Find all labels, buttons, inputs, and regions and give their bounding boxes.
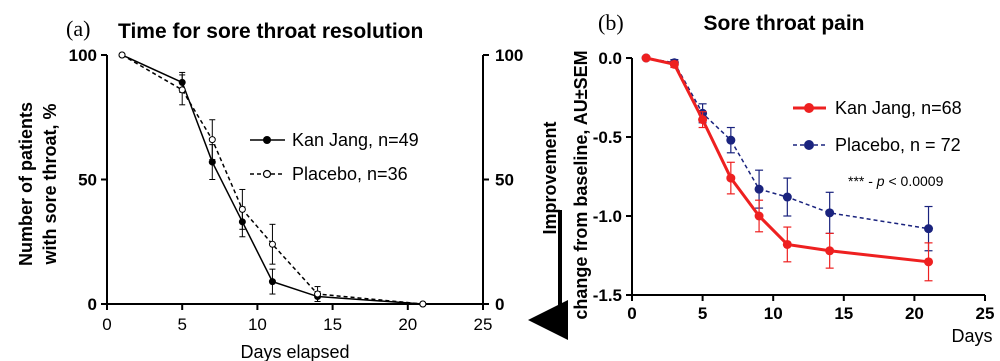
placebo-point-a [118,51,126,59]
kanjang-point-b [825,246,835,256]
panel-a-y-tick-label: 50 [78,171,97,190]
panel-b-x-tick-label: 5 [698,304,707,323]
panel-a-x-tick-label: 15 [323,315,342,334]
panel-b-letter: (b) [598,10,624,35]
panel-a-right-y-tick-label: 50 [495,171,514,190]
placebo-point-a [268,240,276,248]
legend-b-placebo-marker [804,140,814,150]
panel-b-x-label: Days [951,326,992,346]
panel-a-right-y-tick-label: 0 [495,295,504,314]
panel-a-y-tick-label: 100 [69,46,97,65]
legend-a-placebo-label: Placebo, n=36 [292,164,408,184]
placebo-point-a [419,300,427,308]
panel-a-x-tick-label: 20 [398,315,417,334]
kanjang-point-b [726,173,736,183]
panel-a-y-label-line2: with sore throat, % [40,103,60,265]
panel-b-x-tick-label: 0 [627,304,636,323]
kanjang-point-b [669,59,679,69]
panel-a-x-tick-label: 25 [474,315,493,334]
panel-a-right-y-tick-label: 100 [495,46,523,65]
placebo-point-a [314,290,322,298]
placebo-point-b [825,208,835,218]
panel-a-y-tick-label: 0 [88,295,97,314]
placebo-point-a [208,136,216,144]
panel-b-y-tick-label: -1.0 [593,207,622,226]
panel-b-y-label-line1: Improvement [540,121,560,234]
kanjang-point-b [698,115,708,125]
kanjang-point-a [208,158,216,166]
panel-a-x-label: Days elapsed [240,342,349,361]
placebo-point-b [754,184,764,194]
placebo-point-a [238,205,246,213]
panel-a-x-tick-label: 5 [177,315,186,334]
kanjang-line-b [645,56,929,264]
legend-a-kanjang-marker [263,136,271,144]
panel-b-x-tick-label: 10 [764,304,783,323]
panel-a-title: Time for sore throat resolution [118,20,423,43]
kanjang-point-b [924,257,934,267]
placebo-point-b [726,135,736,145]
panel-a: (a) Time for sore throat resolution 0 5 10… [16,16,523,361]
panel-b-y-label-line2: change from baseline, AU±SEM [571,50,591,319]
placebo-point-a [178,86,186,94]
panel-b-y-tick-label: -0.5 [593,128,622,147]
panel-b: (b) Sore throat pain 0 5 10 15 20 25 0.0 -0.5 -1… [528,10,995,346]
panel-b-x-tick-label: 15 [834,304,853,323]
panel-b-x-tick-label: 20 [905,304,924,323]
panel-b-y-tick-label: 0.0 [598,49,622,68]
placebo-point-b [924,224,934,234]
legend-b-kanjang-label: Kan Jang, n=68 [835,98,962,118]
kanjang-point-a [268,278,276,286]
panel-a-y-label-line1: Number of patients [16,102,36,266]
significance-annotation: *** - p < 0.0009 [848,173,944,189]
kanjang-point-b [641,53,651,63]
legend-b-placebo-label: Placebo, n = 72 [835,135,961,155]
panel-a-x-tick-label: 0 [102,315,111,334]
placebo-point-b [782,192,792,202]
panel-b-title: Sore throat pain [703,12,864,35]
legend-a-kanjang-label: Kan Jang, n=49 [292,130,419,150]
legend-b-kanjang-marker [804,103,814,113]
legend-a-placebo-marker [262,169,272,179]
kanjang-point-b [754,211,764,221]
panel-b-x-tick-label: 25 [976,304,995,323]
panel-a-x-tick-label: 10 [248,315,267,334]
kanjang-point-b [782,239,792,249]
panel-a-letter: (a) [66,16,90,41]
panel-b-y-tick-label: -1.5 [593,286,622,305]
